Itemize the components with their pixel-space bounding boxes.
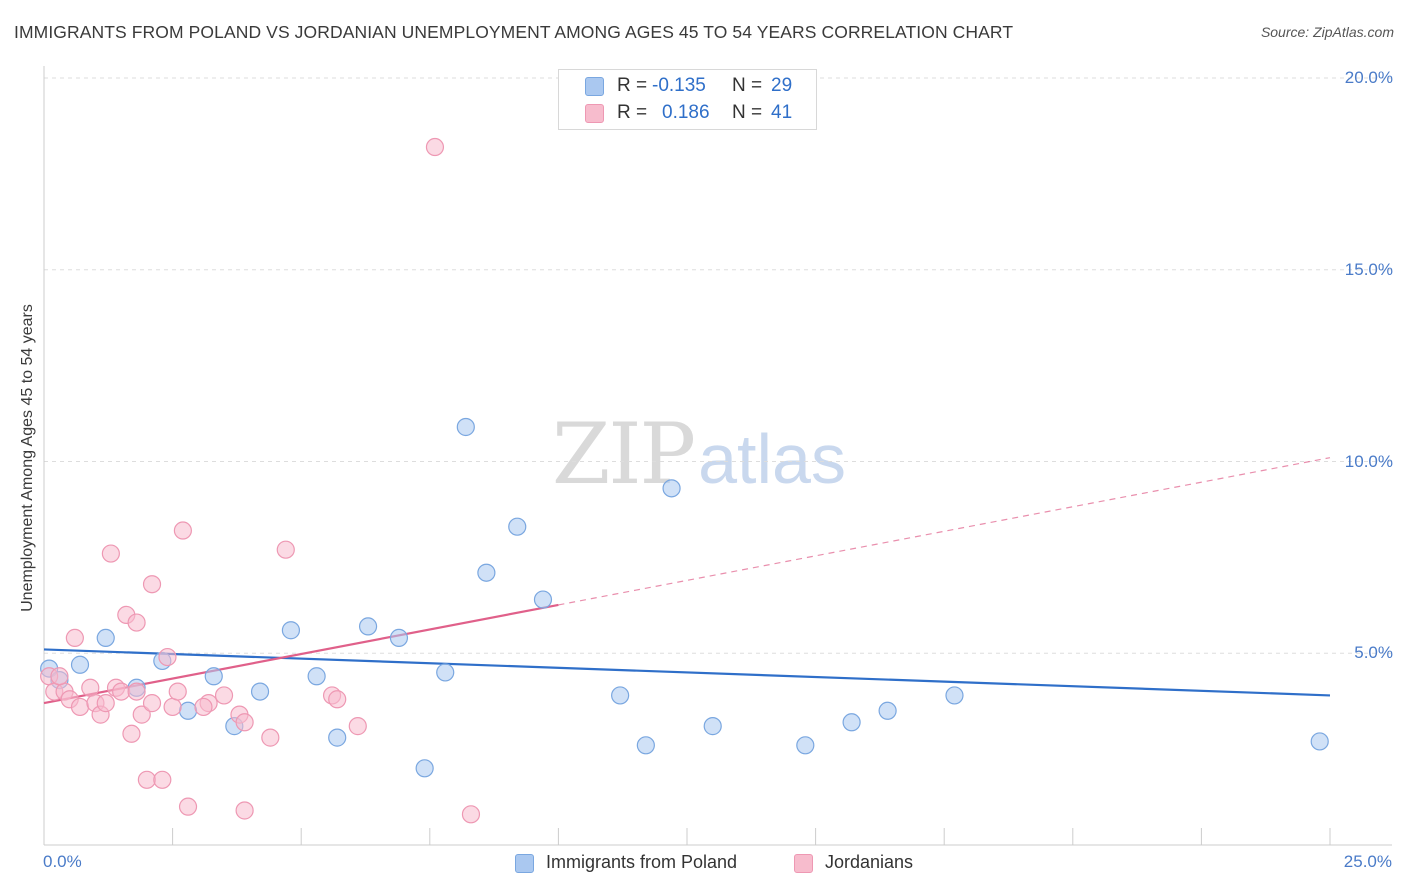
y-tick-label: 5.0% [1354, 643, 1393, 663]
point-poland [70, 655, 90, 674]
watermark-atlas: atlas [698, 420, 846, 498]
source-label: Source: ZipAtlas.com [1260, 24, 1394, 40]
legend-n-value-poland: 29 [771, 75, 793, 96]
point-jordan [101, 544, 120, 563]
legend-r-label-jordan: R = [617, 102, 648, 123]
point-poland [477, 563, 496, 582]
x-tick-min: 0.0% [43, 852, 82, 871]
point-jordan [158, 647, 177, 667]
stats-legend: R = -0.135 N = 29 R = 0.186 N = 41 [558, 69, 817, 130]
point-jordan [235, 801, 254, 820]
bottom-legend-jordan: Jordanians [825, 852, 914, 872]
point-poland [204, 667, 223, 686]
point-poland [636, 736, 655, 755]
point-poland [96, 628, 115, 648]
point-jordan [122, 724, 141, 743]
point-jordan [425, 137, 445, 157]
point-poland [842, 713, 861, 732]
point-poland [281, 621, 301, 640]
point-jordan [127, 613, 146, 632]
point-jordan [81, 678, 100, 697]
point-poland [611, 686, 630, 705]
point-poland [250, 682, 270, 701]
bottom-legend-poland: Immigrants from Poland [546, 852, 738, 872]
chart-title: IMMIGRANTS FROM POLAND VS JORDANIAN UNEM… [14, 22, 1014, 42]
point-jordan [70, 697, 90, 717]
point-poland [533, 590, 553, 609]
y-tick-label: 15.0% [1344, 259, 1393, 279]
point-poland [1310, 732, 1329, 751]
legend-n-label-poland: N = [732, 75, 763, 96]
point-poland [508, 517, 527, 536]
point-poland [436, 663, 455, 682]
point-poland [178, 701, 198, 720]
axes [43, 66, 1392, 846]
point-jordan [112, 682, 131, 701]
point-jordan [261, 728, 280, 747]
y-tick-label: 10.0% [1344, 451, 1393, 471]
point-poland [389, 628, 409, 648]
legend-n-value-jordan: 41 [771, 102, 793, 123]
x-tick-max: 25.0% [1343, 852, 1392, 871]
point-jordan [50, 667, 69, 686]
grid-lines [44, 77, 1392, 654]
legend-r-label-poland: R = [617, 75, 648, 96]
point-jordan [142, 575, 162, 594]
point-jordan [214, 686, 234, 705]
point-poland [796, 736, 815, 755]
point-poland [878, 701, 897, 720]
trend-line-jordan-extension [558, 457, 1331, 606]
point-jordan [328, 690, 347, 709]
y-tick-label: 20.0% [1344, 68, 1393, 87]
point-jordan [276, 540, 295, 559]
legend-n-label-jordan: N = [732, 102, 763, 123]
point-jordan [96, 694, 115, 713]
point-jordan [461, 805, 481, 824]
trend-line-poland [43, 648, 1331, 697]
point-jordan [127, 682, 146, 701]
point-poland [307, 667, 326, 686]
bottom-legend-swatch-poland [515, 854, 534, 873]
legend-r-value-jordan: 0.186 [662, 102, 710, 123]
legend-swatch-jordan [585, 104, 604, 123]
point-jordan [194, 697, 213, 717]
point-jordan [65, 628, 84, 648]
legend-swatch-poland [585, 77, 604, 96]
point-poland [358, 617, 378, 636]
point-jordan [163, 697, 182, 717]
point-jordan [153, 770, 172, 789]
point-poland [456, 417, 475, 437]
point-jordan [132, 705, 151, 724]
data-points [40, 137, 1329, 824]
bottom-legend-swatch-jordan [794, 854, 813, 873]
point-jordan [137, 770, 156, 789]
point-poland [662, 479, 681, 498]
point-jordan [348, 717, 367, 736]
legend-r-value-poland: -0.135 [652, 75, 706, 96]
trend-lines [43, 457, 1331, 705]
point-jordan [168, 682, 187, 701]
point-jordan [142, 694, 162, 713]
point-poland [328, 728, 347, 747]
point-poland [703, 717, 722, 736]
point-poland [415, 759, 434, 778]
point-jordan [235, 713, 254, 732]
point-jordan [173, 521, 192, 540]
point-jordan [178, 797, 198, 816]
point-poland [945, 686, 964, 705]
